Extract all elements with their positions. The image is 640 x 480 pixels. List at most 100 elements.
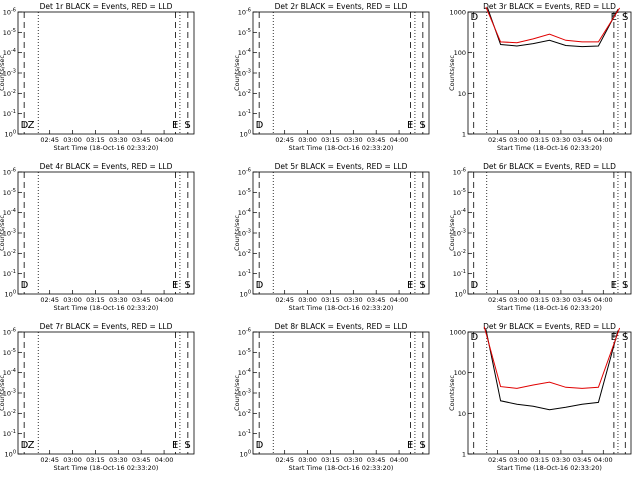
y-tick-label: 10-1 [453, 269, 466, 278]
x-tick-label: 03:45 [367, 296, 386, 304]
x-tick-label: 03:15 [530, 136, 549, 144]
x-tick-label: 02:45 [40, 296, 59, 304]
marker-e: E [172, 280, 178, 291]
plot-frame [17, 171, 195, 295]
y-axis-label: Counts/sec [448, 375, 456, 411]
x-tick-label: 02:45 [40, 136, 59, 144]
y-tick-label: 10-2 [3, 409, 16, 418]
y-tick-label: 10-6 [238, 168, 251, 177]
x-tick-label: 03:00 [509, 296, 528, 304]
x-tick-label: 03:00 [63, 296, 82, 304]
y-tick-label: 100 [240, 450, 251, 459]
panel-title: Det 5r BLACK = Events, RED = LLD [275, 162, 408, 171]
y-tick-label: 10-3 [3, 229, 16, 238]
x-tick-label: 02:45 [275, 296, 294, 304]
plot-frame [467, 171, 632, 295]
y-tick-label: 100 [5, 450, 16, 459]
y-tick-label: 10-6 [3, 168, 16, 177]
y-tick-label: 100 [5, 290, 16, 299]
panel-title: Det 7r BLACK = Events, RED = LLD [40, 322, 173, 331]
series-line-black [487, 7, 619, 48]
panel-det-1r: Det 1r BLACK = Events, RED = LLD 10-6 10-5… [0, 2, 195, 152]
x-axis-label: Start Time (18-Oct-16 02:33:20) [497, 464, 602, 472]
x-tick-label: 03:30 [109, 296, 128, 304]
x-tick-label: 02:45 [488, 296, 507, 304]
x-tick-label: 03:45 [367, 456, 386, 464]
panel-title: Det 1r BLACK = Events, RED = LLD [40, 2, 173, 11]
x-tick-label: 03:00 [509, 456, 528, 464]
x-tick-label: 03:45 [132, 296, 151, 304]
panel-det-7r: Det 7r BLACK = Events, RED = LLD 10-6 10-5… [0, 322, 195, 472]
y-tick-label: 10-1 [3, 429, 16, 438]
y-tick-label: 10 [458, 410, 466, 418]
x-tick-label: 04:00 [594, 296, 613, 304]
y-tick-label: 10-4 [238, 48, 251, 57]
y-axis-label: Counts/sec [448, 215, 456, 251]
y-tick-label: 10-4 [453, 208, 466, 217]
x-tick-label: 03:45 [573, 296, 592, 304]
y-tick-label: 10-3 [238, 229, 251, 238]
y-tick-label: 10-2 [453, 249, 466, 258]
marker-e: E [407, 120, 413, 131]
x-tick-label: 03:30 [344, 456, 363, 464]
plot-frame [17, 11, 195, 135]
x-tick-label: 03:15 [530, 296, 549, 304]
y-tick-label: 10-5 [238, 348, 251, 357]
y-tick-label: 100 [455, 290, 466, 299]
y-tick-label: 10-1 [238, 109, 251, 118]
y-tick-label: 10-5 [238, 188, 251, 197]
y-tick-label: 10-6 [453, 168, 466, 177]
y-tick-label: 10-4 [3, 208, 16, 217]
x-axis-label: Start Time (18-Oct-16 02:33:20) [497, 304, 602, 312]
y-tick-label: 10-1 [238, 269, 251, 278]
x-tick-label: 03:15 [321, 296, 340, 304]
y-tick-label: 10-3 [453, 229, 466, 238]
y-axis-label: Counts/sec [233, 55, 241, 91]
panel-det-2r: Det 2r BLACK = Events, RED = LLD 10-6 10-5… [233, 2, 430, 152]
y-tick-label: 100 [240, 290, 251, 299]
x-tick-label: 04:00 [155, 136, 174, 144]
marker-d: D [470, 332, 478, 343]
y-tick-label: 10-4 [3, 368, 16, 377]
x-tick-label: 04:00 [594, 456, 613, 464]
marker-z: Z [28, 440, 35, 451]
y-tick-label: 10-2 [238, 89, 251, 98]
x-tick-label: 03:00 [298, 296, 317, 304]
panel-title: Det 8r BLACK = Events, RED = LLD [275, 322, 408, 331]
series-line-black [485, 329, 619, 411]
x-tick-label: 03:15 [321, 456, 340, 464]
y-tick-label: 10-5 [453, 188, 466, 197]
panel-det-6r: Det 6r BLACK = Events, RED = LLD 10-6 10-5… [448, 162, 632, 312]
x-tick-label: 03:45 [573, 136, 592, 144]
y-axis-label: Counts/sec [233, 215, 241, 251]
x-tick-label: 03:15 [86, 456, 105, 464]
x-tick-label: 03:00 [63, 136, 82, 144]
y-tick-label: 1 [462, 131, 466, 139]
panel-det-5r: Det 5r BLACK = Events, RED = LLD 10-6 10-5… [233, 162, 430, 312]
plot-frame [467, 11, 632, 135]
y-tick-label: 10-2 [3, 89, 16, 98]
series-line-red [485, 6, 621, 44]
plot-frame [17, 331, 195, 455]
y-tick-label: 10-1 [238, 429, 251, 438]
marker-d: D [21, 280, 29, 291]
y-tick-label: 10-6 [238, 328, 251, 337]
x-tick-label: 03:30 [344, 296, 363, 304]
marker-e: E [172, 120, 178, 131]
y-tick-label: 10-5 [3, 188, 16, 197]
x-tick-label: 03:30 [552, 296, 571, 304]
x-tick-label: 03:30 [344, 136, 363, 144]
marker-d: D [21, 120, 29, 131]
marker-s: S [622, 332, 628, 343]
x-tick-label: 03:45 [132, 456, 151, 464]
y-tick-label: 10-3 [238, 69, 251, 78]
x-tick-label: 02:45 [40, 456, 59, 464]
panel-title: Det 4r BLACK = Events, RED = LLD [40, 162, 173, 171]
y-tick-label: 10 [458, 90, 466, 98]
x-axis-label: Start Time (18-Oct-16 02:33:20) [289, 464, 394, 472]
x-tick-label: 03:00 [509, 136, 528, 144]
panel-title: Det 2r BLACK = Events, RED = LLD [275, 2, 408, 11]
marker-e: E [611, 280, 617, 291]
y-tick-label: 100 [454, 49, 466, 57]
